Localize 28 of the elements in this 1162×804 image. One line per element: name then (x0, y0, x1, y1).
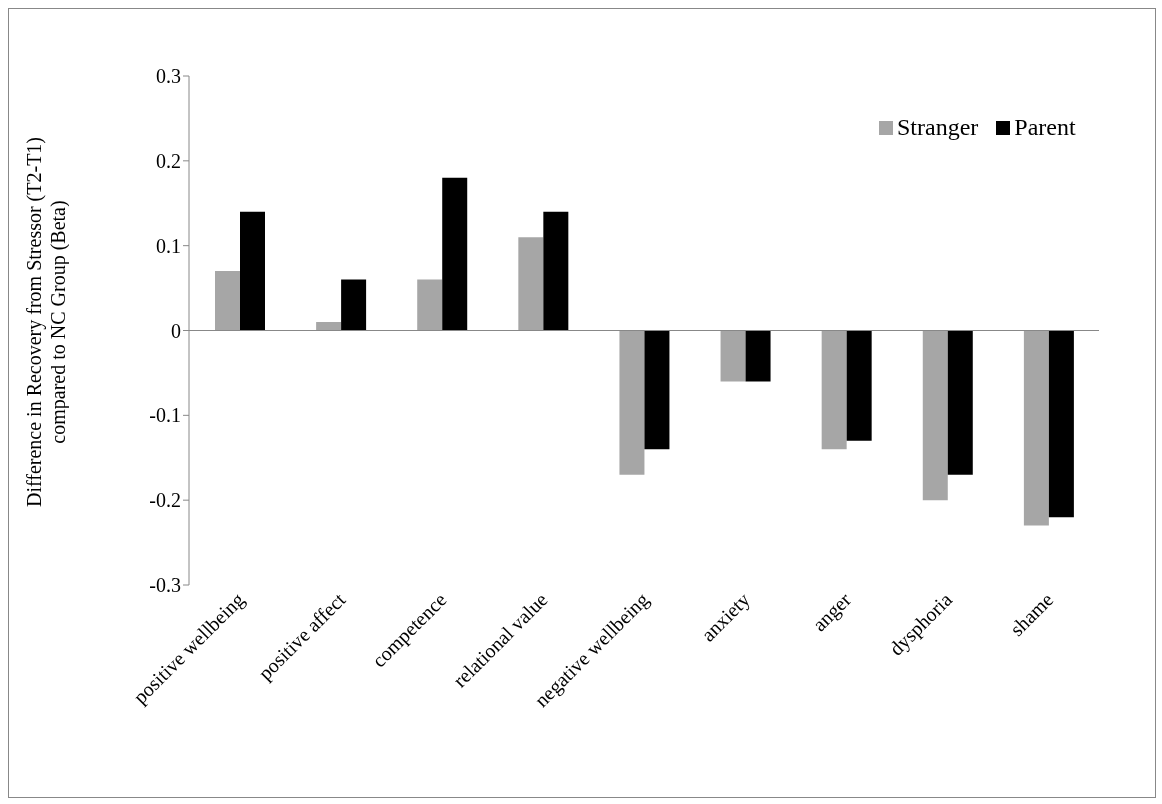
bar (215, 271, 240, 331)
bar (417, 279, 443, 331)
bar (745, 330, 771, 382)
legend-label: Parent (1014, 114, 1076, 141)
bar (316, 322, 342, 331)
bar (1023, 330, 1049, 526)
bar (947, 330, 973, 475)
y-tick-label: -0.3 (149, 574, 181, 597)
bar (619, 330, 645, 475)
bar (846, 330, 872, 441)
bar (240, 211, 265, 331)
bar (644, 330, 670, 450)
bar (341, 279, 367, 331)
bar (821, 330, 847, 450)
y-tick-label: 0.2 (156, 149, 181, 172)
y-tick-label: 0 (171, 319, 181, 342)
y-tick-label: 0.3 (156, 65, 181, 88)
y-axis-title: Difference in Recovery from Stressor (T2-T1) compared to NC Group (Beta) (23, 136, 70, 508)
legend-label: Stranger (897, 114, 979, 141)
bar (543, 211, 569, 331)
bar (720, 330, 746, 382)
bar (1048, 330, 1074, 518)
y-tick-label: -0.2 (149, 489, 181, 512)
bar (442, 177, 468, 331)
y-tick-label: 0.1 (156, 234, 181, 257)
bar (922, 330, 948, 501)
y-tick-label: -0.1 (149, 404, 181, 427)
bar (518, 237, 544, 331)
